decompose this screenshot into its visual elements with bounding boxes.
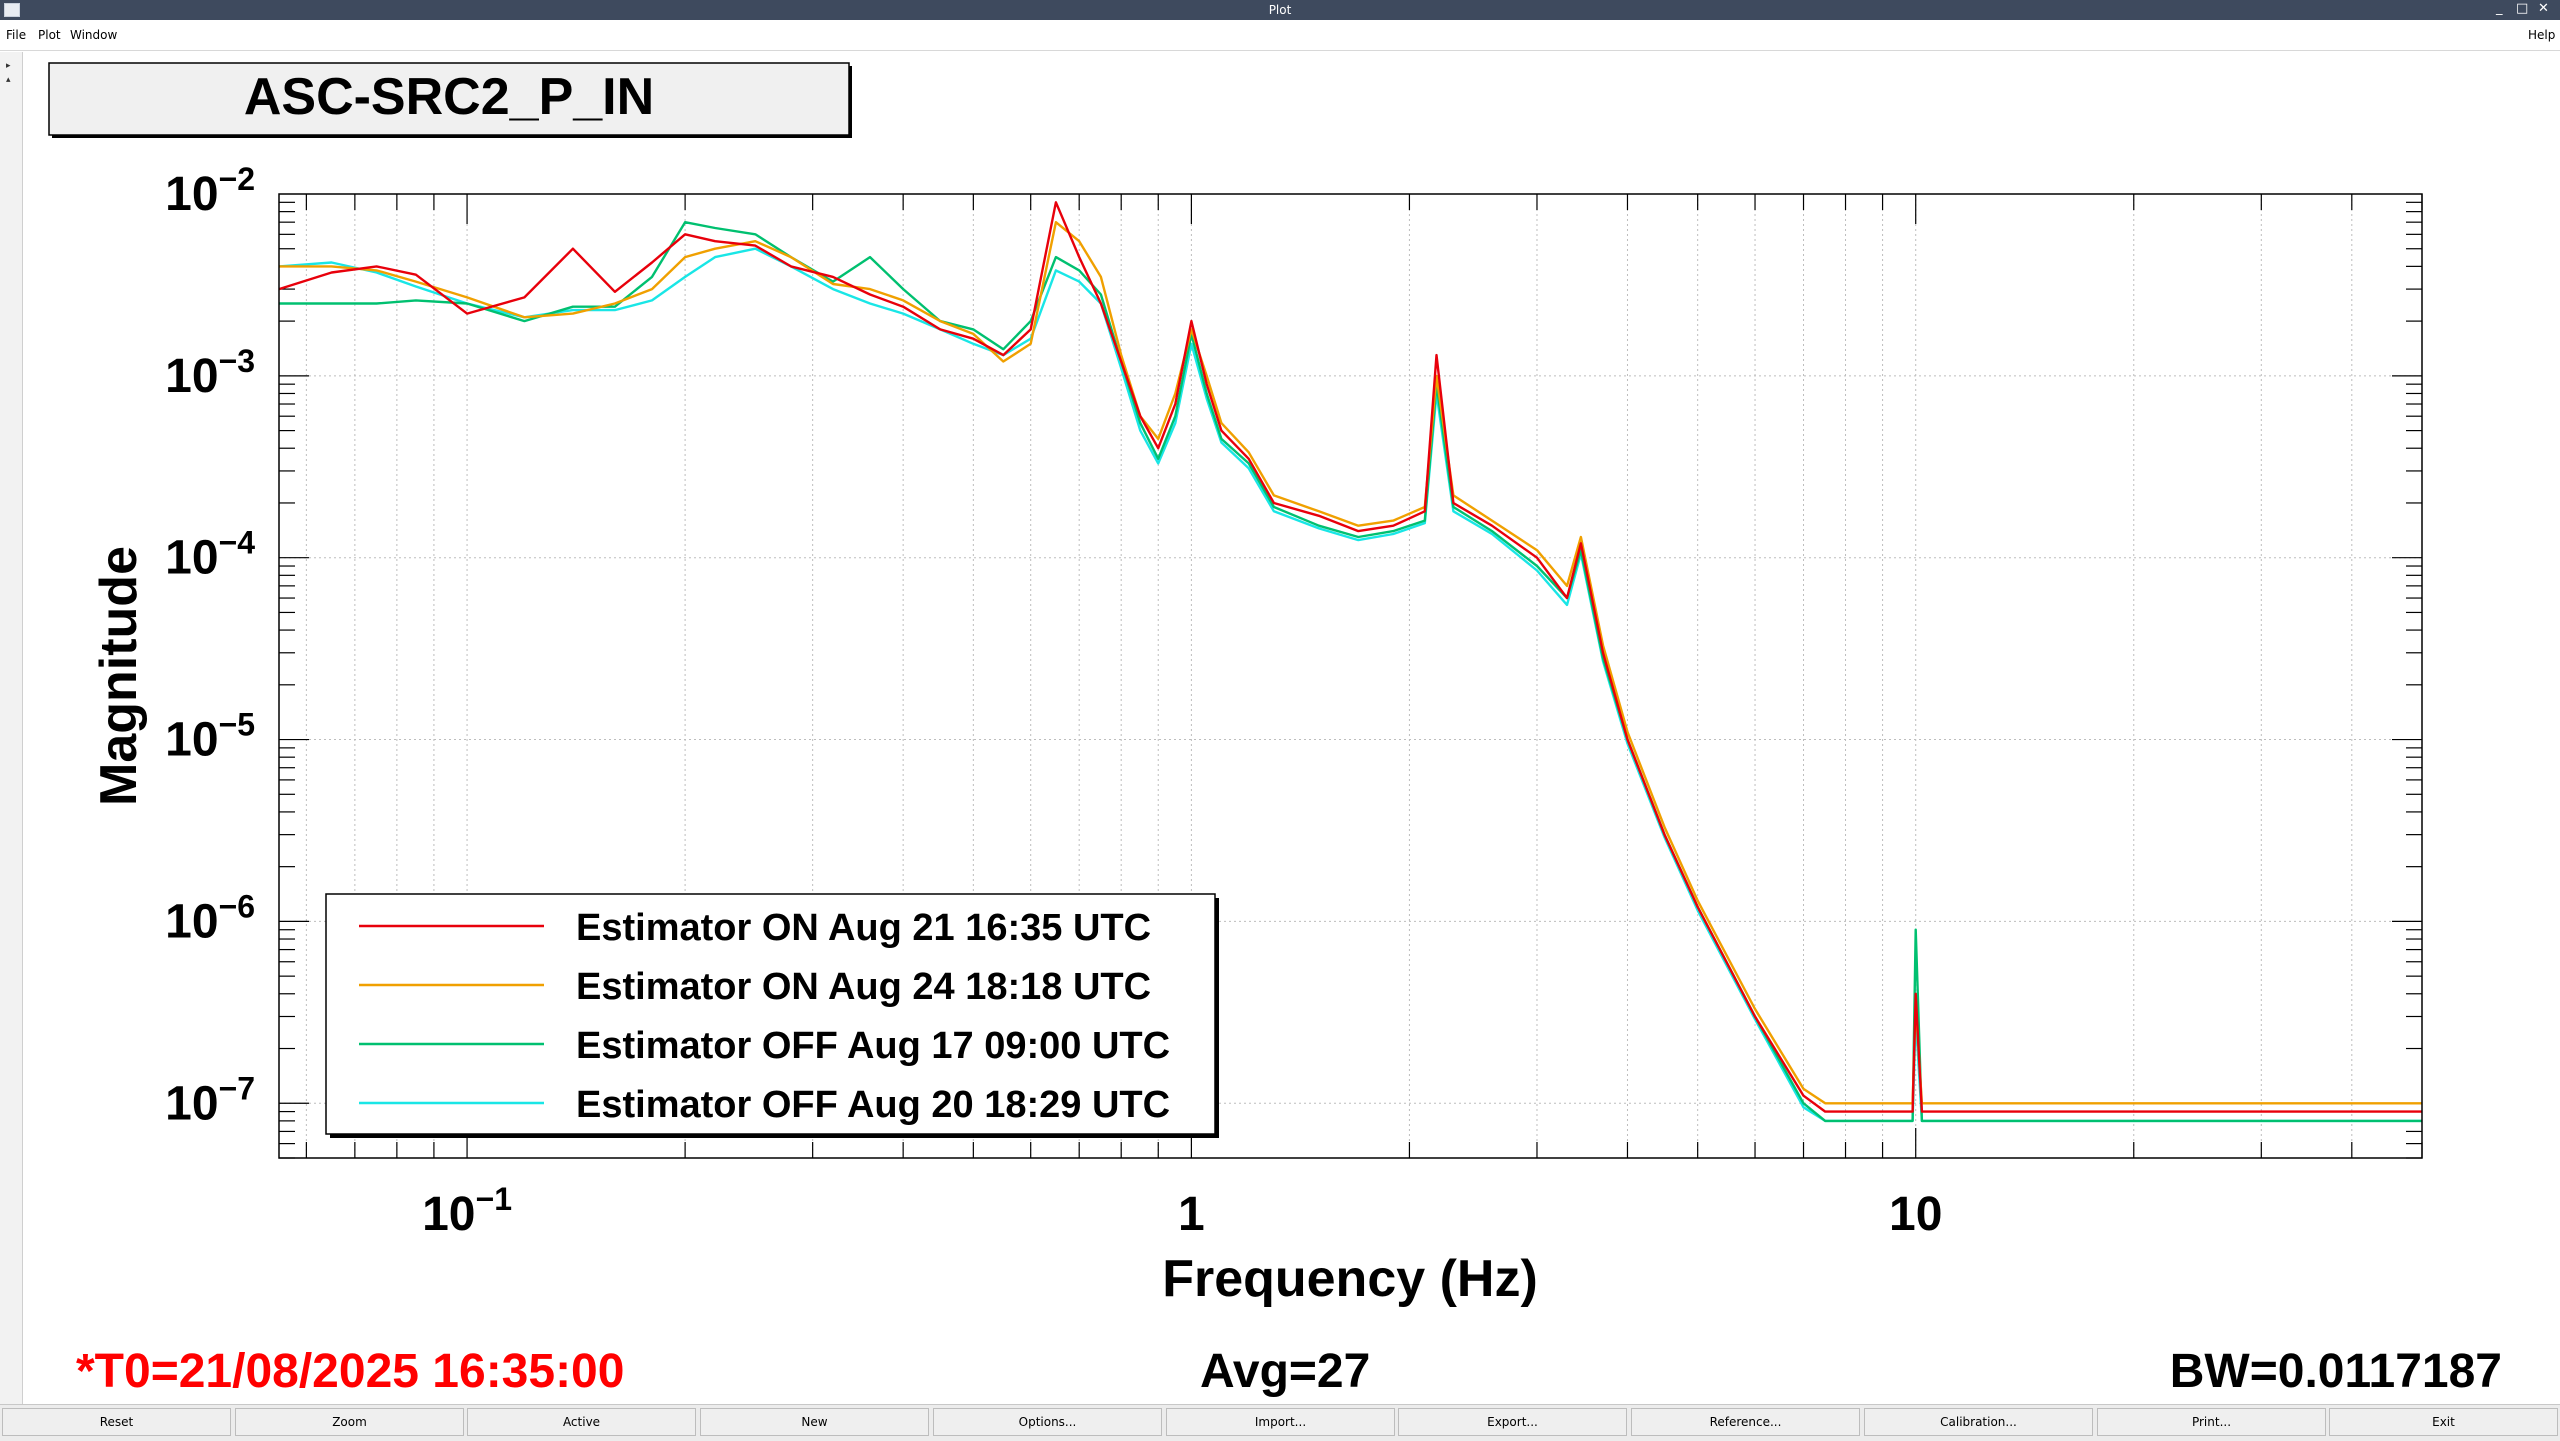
window-icon — [4, 3, 20, 17]
y-axis-label: Magnitude — [90, 546, 148, 806]
t0-label: *T0=21/08/2025 16:35:00 — [76, 1345, 624, 1398]
plot-title: ASC-SRC2_P_IN — [244, 68, 654, 126]
button-calibration[interactable]: Calibration... — [1864, 1408, 2093, 1436]
button-print[interactable]: Print... — [2097, 1408, 2326, 1436]
window-title: Plot — [1268, 3, 1292, 17]
y-tick-label: 10−2 — [165, 161, 255, 221]
legend-label: Estimator ON Aug 24 18:18 UTC — [576, 966, 1151, 1008]
legend-label: Estimator OFF Aug 17 09:00 UTC — [576, 1025, 1170, 1067]
menu-help[interactable]: Help — [2528, 28, 2556, 42]
legend-label: Estimator ON Aug 21 16:35 UTC — [576, 907, 1151, 949]
plot-title-box: ASC-SRC2_P_IN — [48, 62, 852, 138]
menu-bar: File Plot Window Help — [0, 20, 2560, 51]
y-tick-labels: 10−2 10−3 10−4 10−5 10−6 10−7 — [165, 161, 255, 1130]
x-tick-label: 1 — [1178, 1188, 1205, 1241]
avg-label: Avg=27 — [1200, 1345, 1370, 1398]
button-export[interactable]: Export... — [1398, 1408, 1627, 1436]
button-bar: Reset Zoom Active New Options... Import... Exp… — [0, 1404, 2560, 1441]
legend-label: Estimator OFF Aug 20 18:29 UTC — [576, 1084, 1170, 1126]
scroll-up-icon[interactable]: ▴ — [6, 74, 11, 84]
y-tick-label: 10−6 — [165, 888, 255, 948]
axis-ticks — [279, 194, 2423, 1159]
menu-file[interactable]: File — [6, 28, 27, 42]
button-active[interactable]: Active — [467, 1408, 696, 1436]
button-reset[interactable]: Reset — [2, 1408, 231, 1436]
grid-lines — [279, 194, 2423, 1158]
menu-plot[interactable]: Plot — [38, 28, 61, 42]
button-options[interactable]: Options... — [933, 1408, 1162, 1436]
window-titlebar: Plot _ □ ✕ — [0, 0, 2560, 20]
button-import[interactable]: Import... — [1166, 1408, 1395, 1436]
plot-frame — [278, 193, 2423, 1159]
button-reference[interactable]: Reference... — [1631, 1408, 1860, 1436]
chart: ASC-SRC2_P_IN 10−2 10−3 10−4 10−5 10−6 10−7 1… — [48, 62, 2502, 1398]
plot-canvas[interactable]: ASC-SRC2_P_IN 10−2 10−3 10−4 10−5 10−6 10−7 1… — [24, 52, 2560, 1404]
side-scroll-strip[interactable]: ▸ ▴ — [0, 52, 23, 1404]
button-zoom[interactable]: Zoom — [235, 1408, 464, 1436]
bw-label: BW=0.0117187 — [2170, 1345, 2502, 1398]
series-line-3 — [279, 220, 2422, 1123]
y-tick-label: 10−4 — [165, 525, 255, 585]
x-axis-label: Frequency (Hz) — [1162, 1250, 1538, 1308]
x-tick-labels: 10−1 1 10 — [422, 1181, 1942, 1241]
scroll-right-icon[interactable]: ▸ — [6, 60, 11, 70]
button-exit[interactable]: Exit — [2329, 1408, 2558, 1436]
x-tick-label: 10−1 — [422, 1181, 512, 1241]
series-line-2 — [279, 220, 2422, 1105]
close-icon[interactable]: ✕ — [2538, 1, 2549, 16]
series-line-1 — [278, 201, 2422, 1113]
legend-box — [325, 893, 1216, 1135]
minimize-icon[interactable]: _ — [2496, 1, 2503, 16]
y-tick-label: 10−7 — [165, 1070, 255, 1130]
button-new[interactable]: New — [700, 1408, 929, 1436]
y-tick-label: 10−5 — [165, 707, 255, 767]
legend: Estimator ON Aug 21 16:35 UTC Estimator O… — [325, 893, 1219, 1138]
menu-window[interactable]: Window — [70, 28, 118, 42]
x-tick-label: 10 — [1889, 1188, 1942, 1241]
maximize-icon[interactable]: □ — [2516, 1, 2529, 16]
series-lines — [278, 201, 2422, 1123]
y-tick-label: 10−3 — [165, 343, 255, 403]
